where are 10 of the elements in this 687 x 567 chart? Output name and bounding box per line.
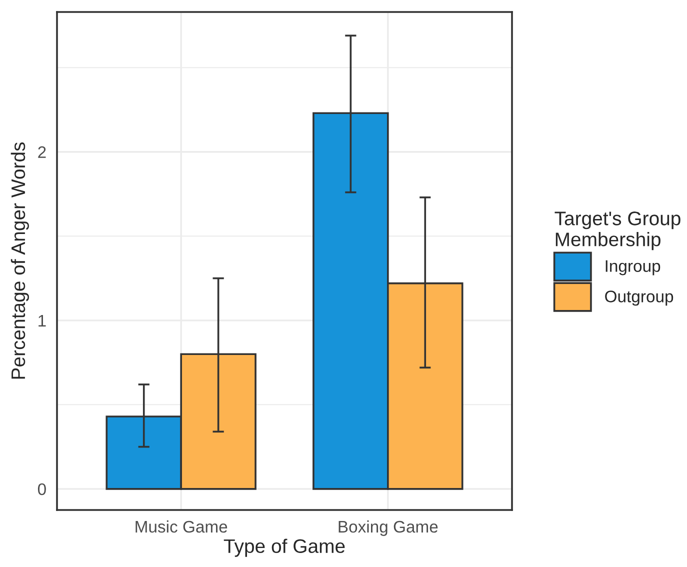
legend-label: Outgroup — [605, 290, 674, 306]
x-axis-title: Type of Game — [224, 538, 345, 557]
x-tick-label: Music Game — [136, 520, 228, 533]
x-tick-label: Boxing Game — [338, 520, 438, 536]
y-tick-label: 0 — [38, 483, 46, 496]
legend-label: Ingroup — [606, 260, 660, 276]
legend-title: Target's Group Membership — [554, 212, 680, 250]
y-axis-title: Percentage of Anger Words — [10, 142, 29, 379]
y-tick-label: 2 — [38, 146, 46, 158]
y-tick-label: 1 — [38, 314, 46, 326]
